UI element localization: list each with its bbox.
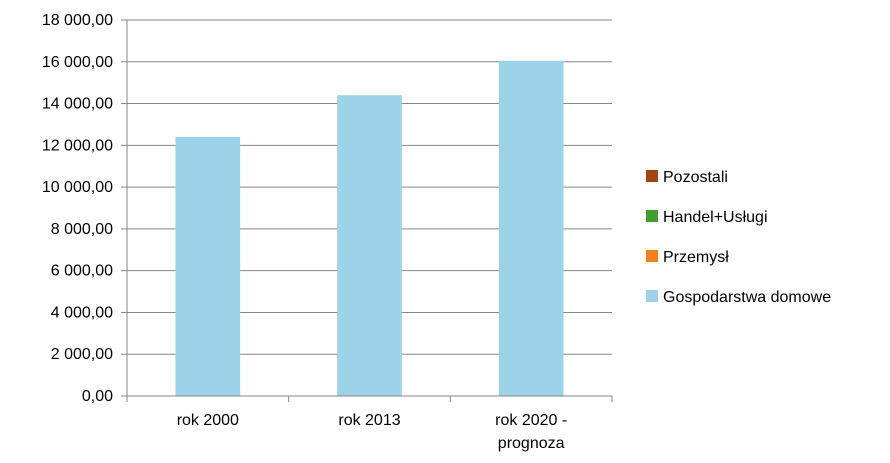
- x-axis-ticks: rok 2000 rok 2013 rok 2020 - prognoza: [177, 412, 567, 452]
- y-tick-label: 0,00: [82, 388, 113, 405]
- legend-swatch: [646, 170, 658, 182]
- legend-label: Gospodarstwa domowe: [663, 289, 831, 306]
- bar-gospodarstwa-domowe: [498, 60, 564, 396]
- y-tick-label: 6 000,00: [51, 263, 113, 280]
- x-tick-label: prognoza: [498, 435, 565, 452]
- bar-gospodarstwa-domowe: [337, 95, 402, 396]
- legend-label: Handel+Usługi: [663, 209, 768, 226]
- axes: [121, 19, 613, 402]
- x-tick-label: rok 2020 -: [495, 412, 567, 429]
- x-tick-label: rok 2013: [338, 412, 400, 429]
- y-tick-label: 4 000,00: [51, 304, 113, 321]
- bar-gospodarstwa-domowe: [175, 136, 241, 396]
- legend-label: Pozostali: [663, 169, 728, 186]
- legend-swatch: [646, 290, 658, 302]
- legend-swatch: [646, 210, 658, 222]
- legend-swatch: [646, 250, 658, 262]
- bars: [175, 60, 564, 396]
- legend-label: Przemysł: [663, 249, 729, 266]
- y-tick-label: 12 000,00: [42, 137, 113, 154]
- legend: Pozostali Handel+Usługi Przemysł Gospodarst…: [646, 169, 831, 306]
- y-axis-ticks: 0,00 2 000,00 4 000,00 6 000,00 8 000,00 10 0…: [42, 12, 113, 405]
- y-tick-label: 2 000,00: [51, 346, 113, 363]
- y-tick-label: 18 000,00: [42, 12, 113, 29]
- y-tick-label: 8 000,00: [51, 221, 113, 238]
- y-tick-label: 16 000,00: [42, 54, 113, 71]
- x-tick-label: rok 2000: [177, 412, 239, 429]
- y-tick-label: 14 000,00: [42, 96, 113, 113]
- y-tick-label: 10 000,00: [42, 179, 113, 196]
